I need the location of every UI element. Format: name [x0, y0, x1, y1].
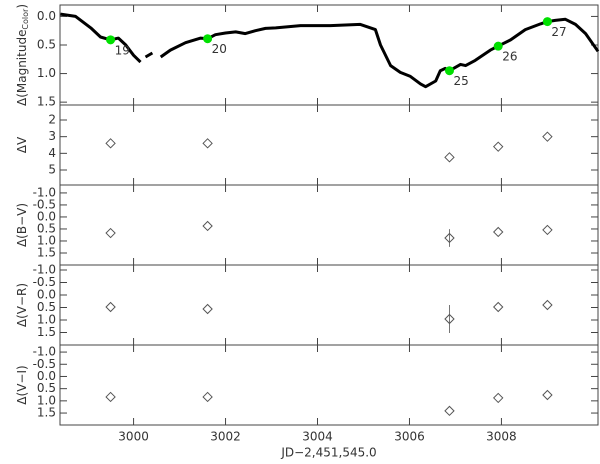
- y-tick-label: 5: [48, 163, 56, 177]
- marker-label: 20: [212, 42, 227, 56]
- y-tick-label: -0.5: [33, 357, 56, 371]
- y-tick-label: 0.5: [37, 381, 56, 395]
- y-tick-label: 1.5: [37, 406, 56, 420]
- y-tick-label: 0.0: [37, 369, 56, 383]
- y-tick-label: 0.5: [37, 38, 56, 52]
- y-axis-label: Δ(V−R): [15, 283, 29, 327]
- y-tick-label: 1.0: [37, 393, 56, 407]
- y-tick-label: 1.0: [37, 233, 56, 247]
- y-axis-label-text: ΔV: [15, 136, 29, 153]
- y-tick-label: 1.0: [37, 313, 56, 327]
- panel-frame: [59, 264, 599, 346]
- diamond: [105, 391, 116, 403]
- y-tick-label: 0.0: [37, 209, 56, 223]
- diamond: [493, 301, 504, 313]
- y-tick-label: 1.5: [37, 245, 56, 259]
- y-tick-label: -1.0: [33, 185, 56, 199]
- marker: [493, 41, 503, 51]
- diamond: [202, 303, 213, 315]
- y-axis-label-end: ): [15, 4, 29, 9]
- diamond: [542, 224, 553, 236]
- y-tick-label: 0.0: [37, 9, 56, 23]
- y-axis-label-text: Δ(V−I): [15, 365, 29, 404]
- y-tick-label: 0.5: [37, 300, 56, 314]
- y-tick-label: 1.0: [37, 66, 56, 80]
- y-tick-label: 0.5: [37, 221, 56, 235]
- diamond: [202, 391, 213, 403]
- y-tick-label: 3: [48, 129, 56, 143]
- marker-label: 26: [502, 50, 517, 64]
- diamond: [444, 152, 455, 163]
- marker-label: 27: [551, 25, 566, 39]
- x-axis-label: JD−2,451,545.0: [280, 446, 376, 460]
- y-axis-label: Δ(V−I): [15, 365, 29, 404]
- marker: [444, 66, 454, 76]
- diamond: [444, 232, 455, 244]
- diamond: [493, 226, 504, 238]
- x-tick-label: 3004: [302, 430, 333, 444]
- x-tick-label: 3006: [394, 430, 425, 444]
- y-axis-label-text: Δ(V−R): [15, 283, 29, 327]
- diamond: [202, 220, 213, 232]
- marker: [203, 34, 213, 44]
- diamond: [105, 301, 116, 313]
- diamond: [202, 138, 213, 149]
- x-tick-label: 3002: [210, 430, 241, 444]
- diamond: [444, 313, 455, 325]
- y-tick-label: 4: [48, 146, 56, 160]
- y-tick-label: 2: [48, 113, 56, 127]
- y-axis-label-sub: Color: [21, 8, 30, 30]
- y-tick-label: 0.0: [37, 288, 56, 302]
- marker-label: 25: [453, 74, 468, 88]
- x-tick-label: 3000: [118, 430, 149, 444]
- diamond: [105, 227, 116, 239]
- diamond: [105, 138, 116, 149]
- marker: [106, 35, 116, 45]
- diamond: [493, 392, 504, 404]
- marker-label: 19: [115, 43, 130, 57]
- diamond: [542, 389, 553, 401]
- x-tick-label: 3008: [486, 430, 517, 444]
- y-tick-label: 1.5: [37, 325, 56, 339]
- panel-frame: [59, 184, 599, 266]
- y-axis-label: ΔV: [15, 136, 29, 153]
- y-axis-label-text: Δ(B−V): [15, 203, 29, 247]
- y-tick-label: 1.5: [37, 95, 56, 109]
- y-axis-label: Δ(MagnitudeColor): [15, 4, 30, 106]
- panel-frame: [59, 344, 599, 426]
- y-tick-label: -1.0: [33, 263, 56, 277]
- diamond: [444, 405, 455, 417]
- diamond: [493, 141, 504, 152]
- diamond: [542, 299, 553, 311]
- y-axis-label: Δ(B−V): [15, 203, 29, 247]
- y-tick-label: -0.5: [33, 197, 56, 211]
- diamond: [542, 131, 553, 142]
- marker: [542, 17, 552, 27]
- y-axis-label-text: Δ(Magnitude: [15, 30, 29, 106]
- panel-frame: [59, 104, 599, 186]
- y-tick-label: -1.0: [33, 345, 56, 359]
- y-tick-label: -0.5: [33, 275, 56, 289]
